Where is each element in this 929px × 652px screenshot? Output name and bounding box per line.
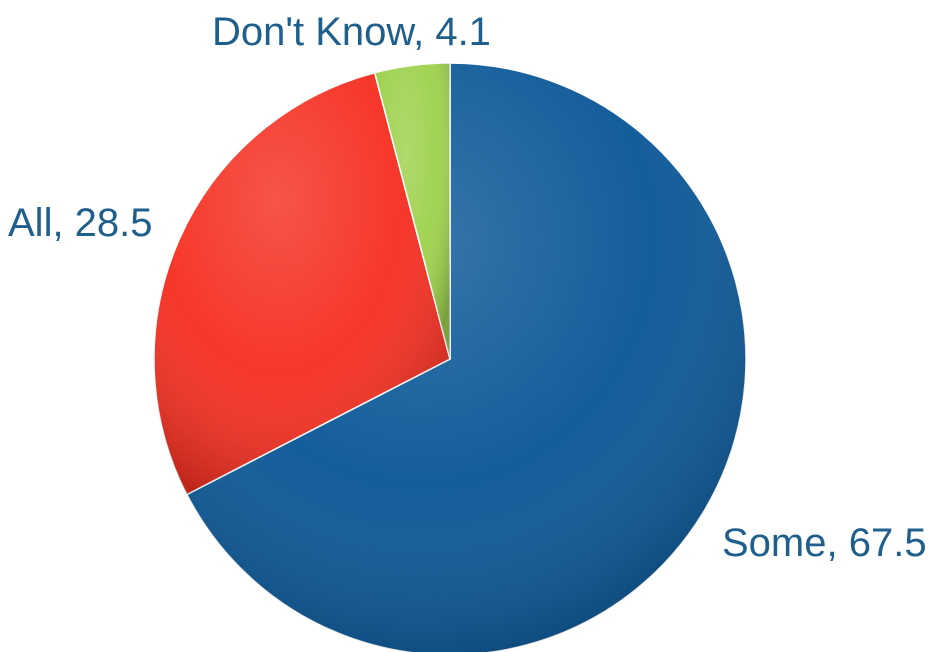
pie-labels: Some, 67.5 All, 28.5 Don't Know, 4.1 (8, 10, 927, 565)
slice-label-some: Some, 67.5 (722, 521, 927, 565)
slice-label-dont-know: Don't Know, 4.1 (212, 10, 491, 54)
pie-slice-all-shading (154, 72, 450, 495)
pie-slice-some-shading (186, 63, 746, 652)
pie-slices (153, 62, 747, 652)
pie-slice-dont-know-shading (374, 63, 450, 359)
slice-label-all: All, 28.5 (8, 201, 153, 245)
